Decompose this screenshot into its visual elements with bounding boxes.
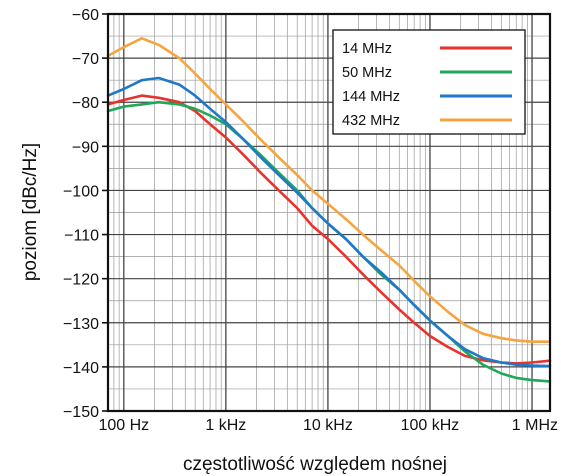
x-tick-label: 100 Hz <box>98 417 149 434</box>
y-tick-label: −110 <box>64 228 99 245</box>
minor-grid <box>108 14 550 411</box>
legend-label: 14 MHz <box>342 41 392 57</box>
x-tick-label: 1 MHz <box>512 417 558 434</box>
y-tick-label: −100 <box>63 183 99 200</box>
y-tick-label: −120 <box>63 272 99 289</box>
y-tick-label: −140 <box>63 360 99 377</box>
y-axis-title: poziom [dBc/Hz] <box>20 143 41 281</box>
y-tick-label: −70 <box>72 51 99 68</box>
legend: 14 MHz 50 MHz 144 MHz 432 MHz <box>332 29 526 135</box>
legend-label: 144 MHz <box>342 89 400 105</box>
y-tick-label: −150 <box>63 404 99 421</box>
x-tick-label: 1 kHz <box>205 417 246 434</box>
x-tick-label: 100 kHz <box>401 417 460 434</box>
y-tick-labels: −60 −70 −80 −90 −100 −110 −120 −130 −140 −150 <box>63 7 108 421</box>
y-tick-label: −90 <box>72 139 99 156</box>
x-tick-label: 10 kHz <box>303 417 353 434</box>
series-line-144-mhz <box>106 76 552 368</box>
y-tick-label: −60 <box>72 7 99 24</box>
plot-frame <box>106 12 552 413</box>
y-tick-label: −130 <box>63 316 99 333</box>
series-layer <box>106 36 552 383</box>
y-tick-label: −80 <box>72 95 99 112</box>
major-grid <box>108 14 550 411</box>
legend-label: 432 MHz <box>342 113 400 129</box>
x-tick-labels: 100 Hz 1 kHz 10 kHz 100 kHz 1 MHz <box>98 417 558 434</box>
series-line-432-mhz <box>106 36 552 344</box>
legend-label: 50 MHz <box>342 65 392 81</box>
x-axis-title: częstotliwość względem nośnej <box>183 454 447 475</box>
